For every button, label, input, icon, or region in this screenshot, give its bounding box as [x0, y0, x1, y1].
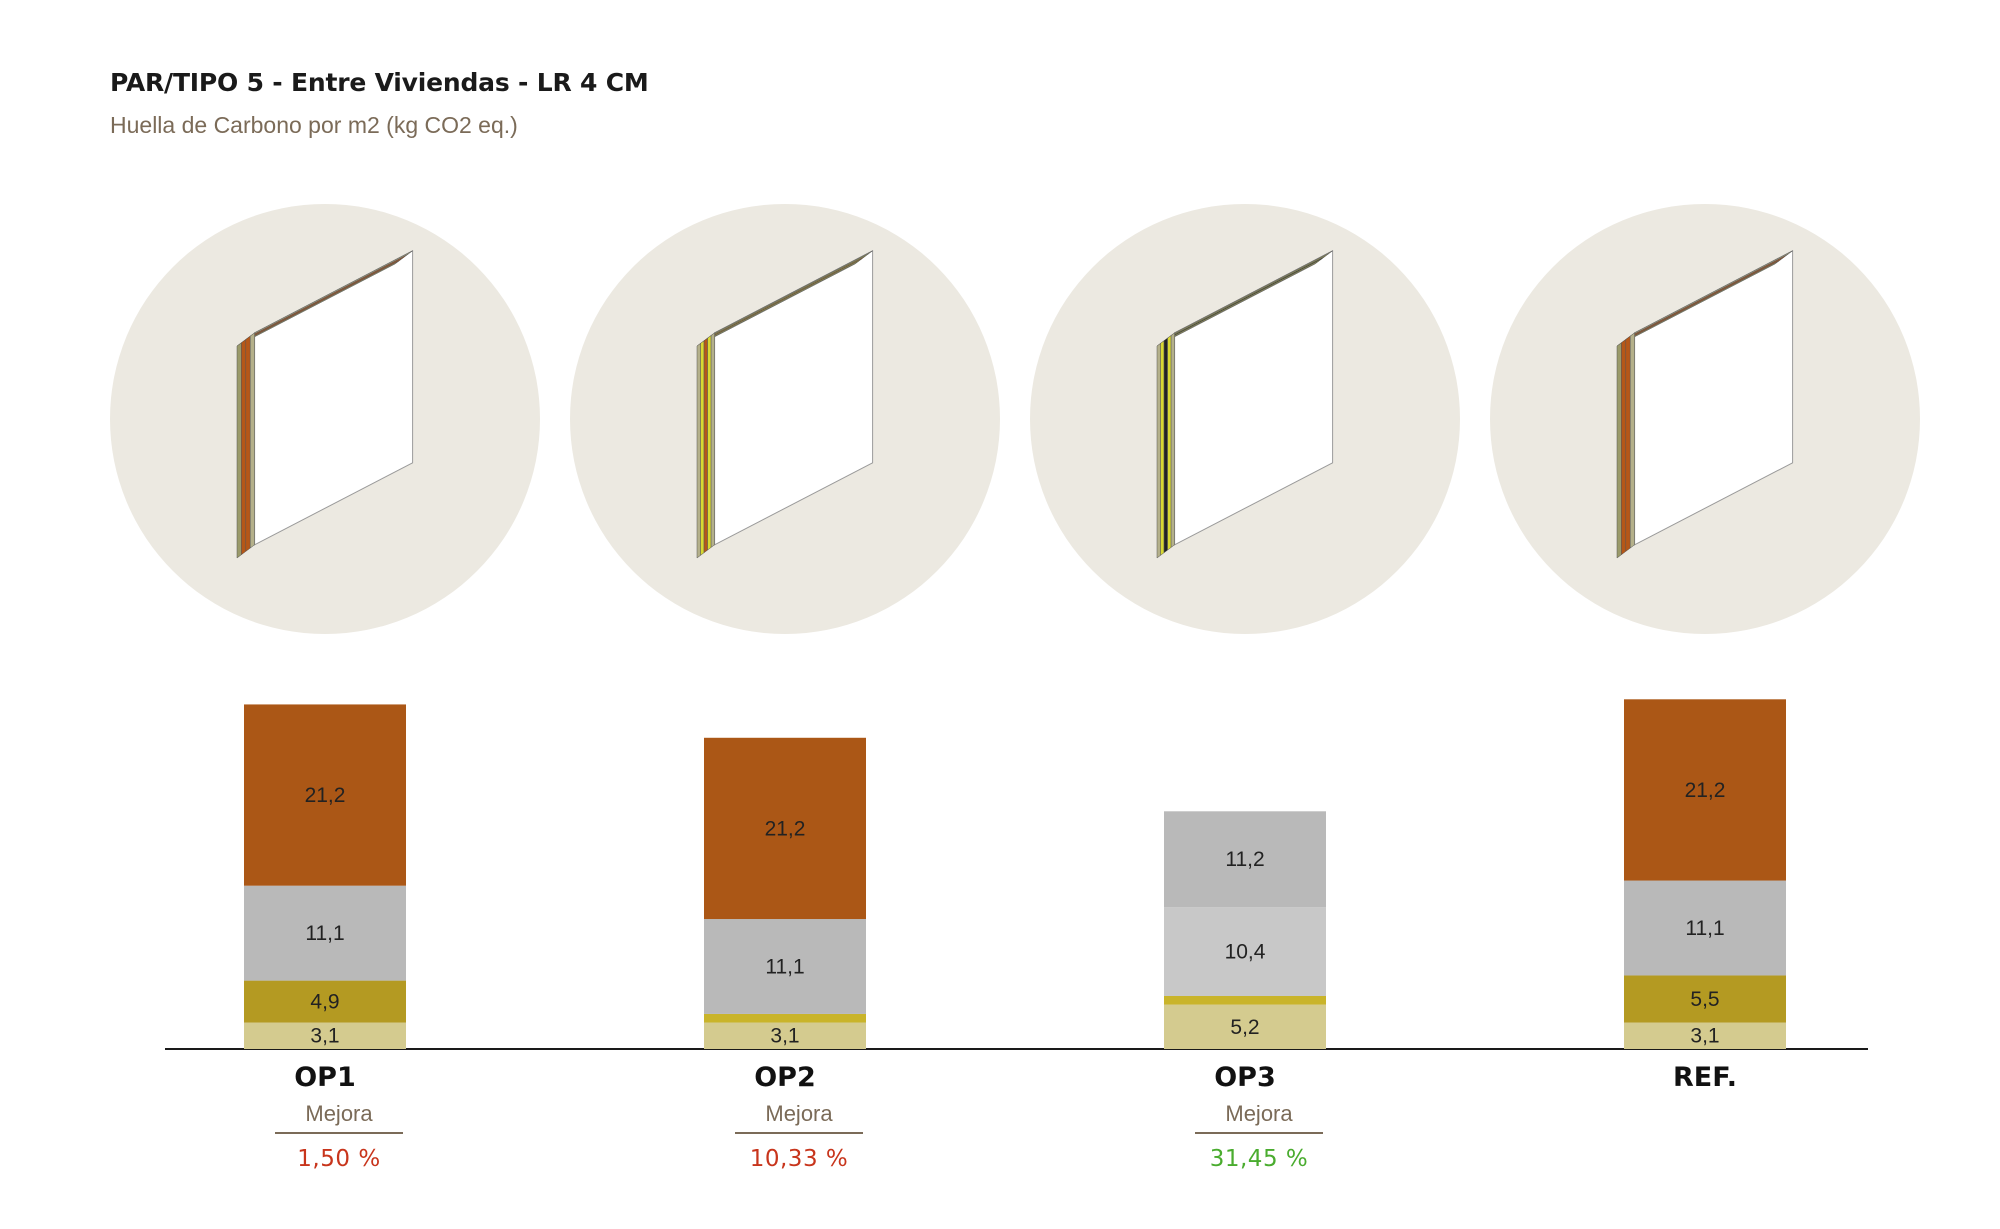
wall-layer-side: [1163, 337, 1168, 554]
data-label: 21,2: [765, 817, 806, 840]
wall-layer-side: [241, 338, 247, 556]
wall-layer-side: [1156, 342, 1161, 559]
bar-segment: [704, 1013, 866, 1023]
wall-layer-side: [703, 337, 708, 554]
bar-segment: [1164, 811, 1326, 908]
data-label: 5,2: [1230, 1016, 1259, 1039]
data-label: 11,1: [765, 955, 804, 978]
chart-subtitle: Huella de Carbono por m2 (kg CO2 eq.): [110, 112, 518, 138]
bar-segment: [244, 704, 406, 886]
chart-title: PAR/TIPO 5 - Entre Viviendas - LR 4 CM: [110, 68, 649, 97]
wall-layer-side: [236, 342, 242, 559]
bar-segment: [1164, 995, 1326, 1005]
bar-segment: [1164, 1004, 1326, 1049]
bar-segment: [704, 919, 866, 1014]
bar-segment: [1624, 699, 1786, 881]
bar-segment: [704, 1022, 866, 1049]
wall-layer-side: [1160, 340, 1165, 556]
wall-layer-side: [1625, 335, 1631, 552]
bar-segment: [1624, 975, 1786, 1023]
bar-segment: [1624, 1022, 1786, 1049]
bar-segment: [244, 885, 406, 981]
category-label: OP1: [294, 1062, 356, 1093]
wall-layer-side: [1616, 342, 1622, 559]
wall-layer-side: [1167, 334, 1172, 551]
wall-layer-side: [707, 334, 712, 551]
data-label: 11,1: [305, 922, 344, 945]
category-label: REF.: [1673, 1062, 1737, 1093]
data-label: 3,1: [310, 1025, 339, 1048]
wall-illustration: [1490, 204, 1920, 634]
improvement-value: 31,45 %: [1210, 1146, 1309, 1172]
data-label: 10,4: [1225, 941, 1266, 964]
wall-layer-side: [249, 332, 255, 549]
data-label: 3,1: [1690, 1025, 1719, 1048]
improvement-caption: Mejora: [765, 1101, 833, 1126]
improvement-caption: Mejora: [1225, 1101, 1293, 1126]
bar-segment: [244, 1022, 406, 1049]
wall-layer-side: [710, 332, 715, 548]
improvement-caption: Mejora: [305, 1101, 373, 1126]
data-label: 4,9: [310, 991, 339, 1014]
data-label: 21,2: [305, 784, 346, 807]
wall-illustration: [110, 204, 540, 634]
wall-layer-side: [1629, 332, 1635, 549]
wall-layer-side: [700, 340, 705, 556]
wall-illustration: [1030, 204, 1460, 634]
category-label: OP3: [1214, 1062, 1276, 1093]
category-label: OP2: [754, 1062, 816, 1093]
bar-segment: [244, 980, 406, 1023]
improvement-value: 1,50 %: [297, 1146, 380, 1172]
improvement-value: 10,33 %: [750, 1146, 849, 1172]
data-label: 5,5: [1690, 988, 1719, 1011]
wall-illustration: [570, 204, 1000, 634]
wall-layer-side: [696, 342, 701, 559]
data-label: 11,2: [1225, 848, 1264, 871]
wall-layer-side: [1170, 332, 1175, 548]
data-label: 3,1: [770, 1025, 799, 1048]
bar-segment: [704, 737, 866, 920]
data-label: 11,1: [1685, 917, 1724, 940]
bar-segment: [1164, 907, 1326, 996]
wall-layer-side: [1621, 338, 1627, 556]
data-label: 21,2: [1685, 779, 1726, 802]
wall-layer-side: [245, 335, 251, 552]
bar-segment: [1624, 880, 1786, 976]
